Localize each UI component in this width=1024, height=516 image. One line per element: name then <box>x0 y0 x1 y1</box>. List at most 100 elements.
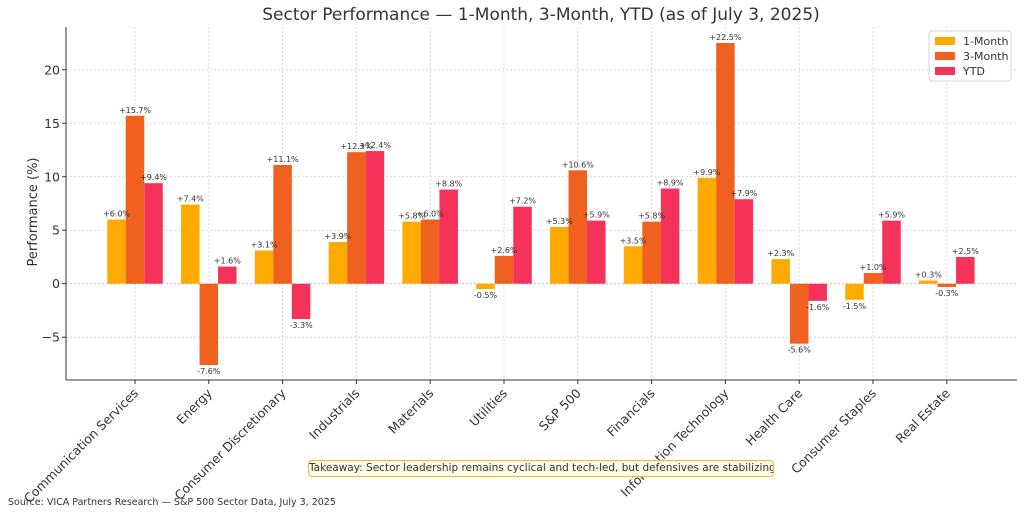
bar-ytd <box>808 283 827 301</box>
y-axis-label: Performance (%) <box>26 157 41 266</box>
bar-ytd <box>660 188 680 284</box>
data-labels: +6.0% +15.7% +9.4% +7.4% -7.6% +1.6% +3.1% +11.… <box>103 33 979 376</box>
data-label: +8.9% <box>657 179 684 188</box>
data-label: +0.3% <box>915 271 942 280</box>
data-label: +5.9% <box>878 211 905 220</box>
data-label: -7.6% <box>197 367 221 376</box>
bar-1-month <box>623 246 643 284</box>
legend-swatch <box>935 37 955 45</box>
y-tick-label: 15 <box>44 116 60 131</box>
category-label: Communication Services <box>21 386 141 506</box>
bar-1-month <box>771 259 790 284</box>
legend-swatch <box>935 52 955 60</box>
bar-1-month <box>919 280 938 284</box>
data-label: +5.9% <box>583 211 610 220</box>
bar-1-month <box>550 227 569 284</box>
legend-label: YTD <box>962 65 985 78</box>
bar-1-month <box>402 221 421 284</box>
legend-label: 3-Month <box>963 50 1008 63</box>
legend: 1-Month 3-Month YTD <box>928 30 1012 82</box>
y-tick-label: 0 <box>52 276 60 291</box>
bar-3-month <box>494 255 514 284</box>
bar-3-month <box>568 170 588 284</box>
data-label: +8.8% <box>435 180 462 189</box>
data-label: +7.4% <box>177 195 204 204</box>
legend-swatch <box>935 67 955 75</box>
bar-1-month <box>254 250 274 284</box>
y-tick-label: 10 <box>44 169 60 184</box>
data-label: +3.9% <box>324 232 351 241</box>
bar-ytd <box>218 266 237 284</box>
bar-ytd <box>439 189 458 284</box>
category-label: Utilities <box>466 386 510 430</box>
data-label: +2.3% <box>767 249 794 258</box>
bar-ytd <box>956 256 975 284</box>
data-label: -0.3% <box>935 289 959 298</box>
data-label: +22.5% <box>709 33 742 42</box>
data-label: +12.4% <box>359 141 392 150</box>
bar-1-month <box>328 242 348 284</box>
data-label: +11.1% <box>267 155 300 164</box>
bar-1-month <box>697 177 717 284</box>
y-tick-label: 5 <box>52 223 60 238</box>
bar-3-month <box>273 164 292 284</box>
data-label: +6.0% <box>103 210 130 219</box>
data-label: -1.5% <box>843 302 867 311</box>
chart-title: Sector Performance — 1-Month, 3-Month, Y… <box>262 5 820 25</box>
data-label: +5.8% <box>398 212 425 221</box>
bar-3-month <box>199 283 219 366</box>
data-label: -5.6% <box>788 346 812 355</box>
source-note: Source: VICA Partners Research — S&P 500… <box>8 497 336 508</box>
data-label: +9.9% <box>693 168 720 177</box>
data-label: +3.5% <box>620 236 647 245</box>
data-label: +3.1% <box>251 241 278 250</box>
bars <box>107 43 975 366</box>
bar-3-month <box>347 152 366 284</box>
bar-ytd <box>365 151 385 284</box>
bar-3-month <box>125 115 145 284</box>
bar-3-month <box>420 219 440 284</box>
bar-3-month <box>789 283 809 344</box>
bar-3-month <box>642 221 661 284</box>
category-label: Energy <box>173 385 215 427</box>
data-label: -3.3% <box>289 321 313 330</box>
bar-ytd <box>144 183 163 284</box>
y-tick-label: −5 <box>42 330 60 345</box>
data-label: -0.5% <box>474 291 498 300</box>
bar-1-month <box>181 204 200 284</box>
bar-1-month <box>476 283 495 290</box>
bar-ytd <box>734 199 754 284</box>
takeaway-box: Takeaway: Sector leadership remains cycl… <box>308 460 774 477</box>
bar-3-month <box>863 273 883 284</box>
category-label: Industrials <box>306 386 363 443</box>
bar-ytd <box>587 220 606 284</box>
data-label: +2.5% <box>952 247 979 256</box>
category-label: Health Care <box>742 385 805 448</box>
category-label: Financials <box>604 386 658 440</box>
data-label: +2.6% <box>490 246 517 255</box>
legend-label: 1-Month <box>963 35 1008 48</box>
bar-3-month <box>937 283 957 287</box>
bar-3-month <box>716 43 735 284</box>
data-label: +1.6% <box>214 257 241 266</box>
bar-1-month <box>845 283 864 300</box>
bar-ytd <box>291 283 311 320</box>
y-tick-label: 20 <box>44 62 60 77</box>
category-label: Materials <box>385 386 436 437</box>
data-label: +7.9% <box>730 189 757 198</box>
data-label: +15.7% <box>119 106 152 115</box>
category-label: S&P 500 <box>536 385 584 433</box>
data-label: +6.0% <box>417 210 444 219</box>
data-label: +9.4% <box>140 173 167 182</box>
category-label: Real Estate <box>892 385 953 446</box>
data-label: +5.3% <box>546 217 573 226</box>
bar-ytd <box>513 206 532 284</box>
data-label: +5.8% <box>638 212 665 221</box>
data-label: +1.0% <box>859 263 886 272</box>
data-label: +12.3% <box>340 142 373 151</box>
data-label: +10.6% <box>562 160 595 169</box>
data-label: +7.2% <box>509 197 536 206</box>
data-label: -1.6% <box>806 303 830 312</box>
bar-1-month <box>107 219 126 284</box>
